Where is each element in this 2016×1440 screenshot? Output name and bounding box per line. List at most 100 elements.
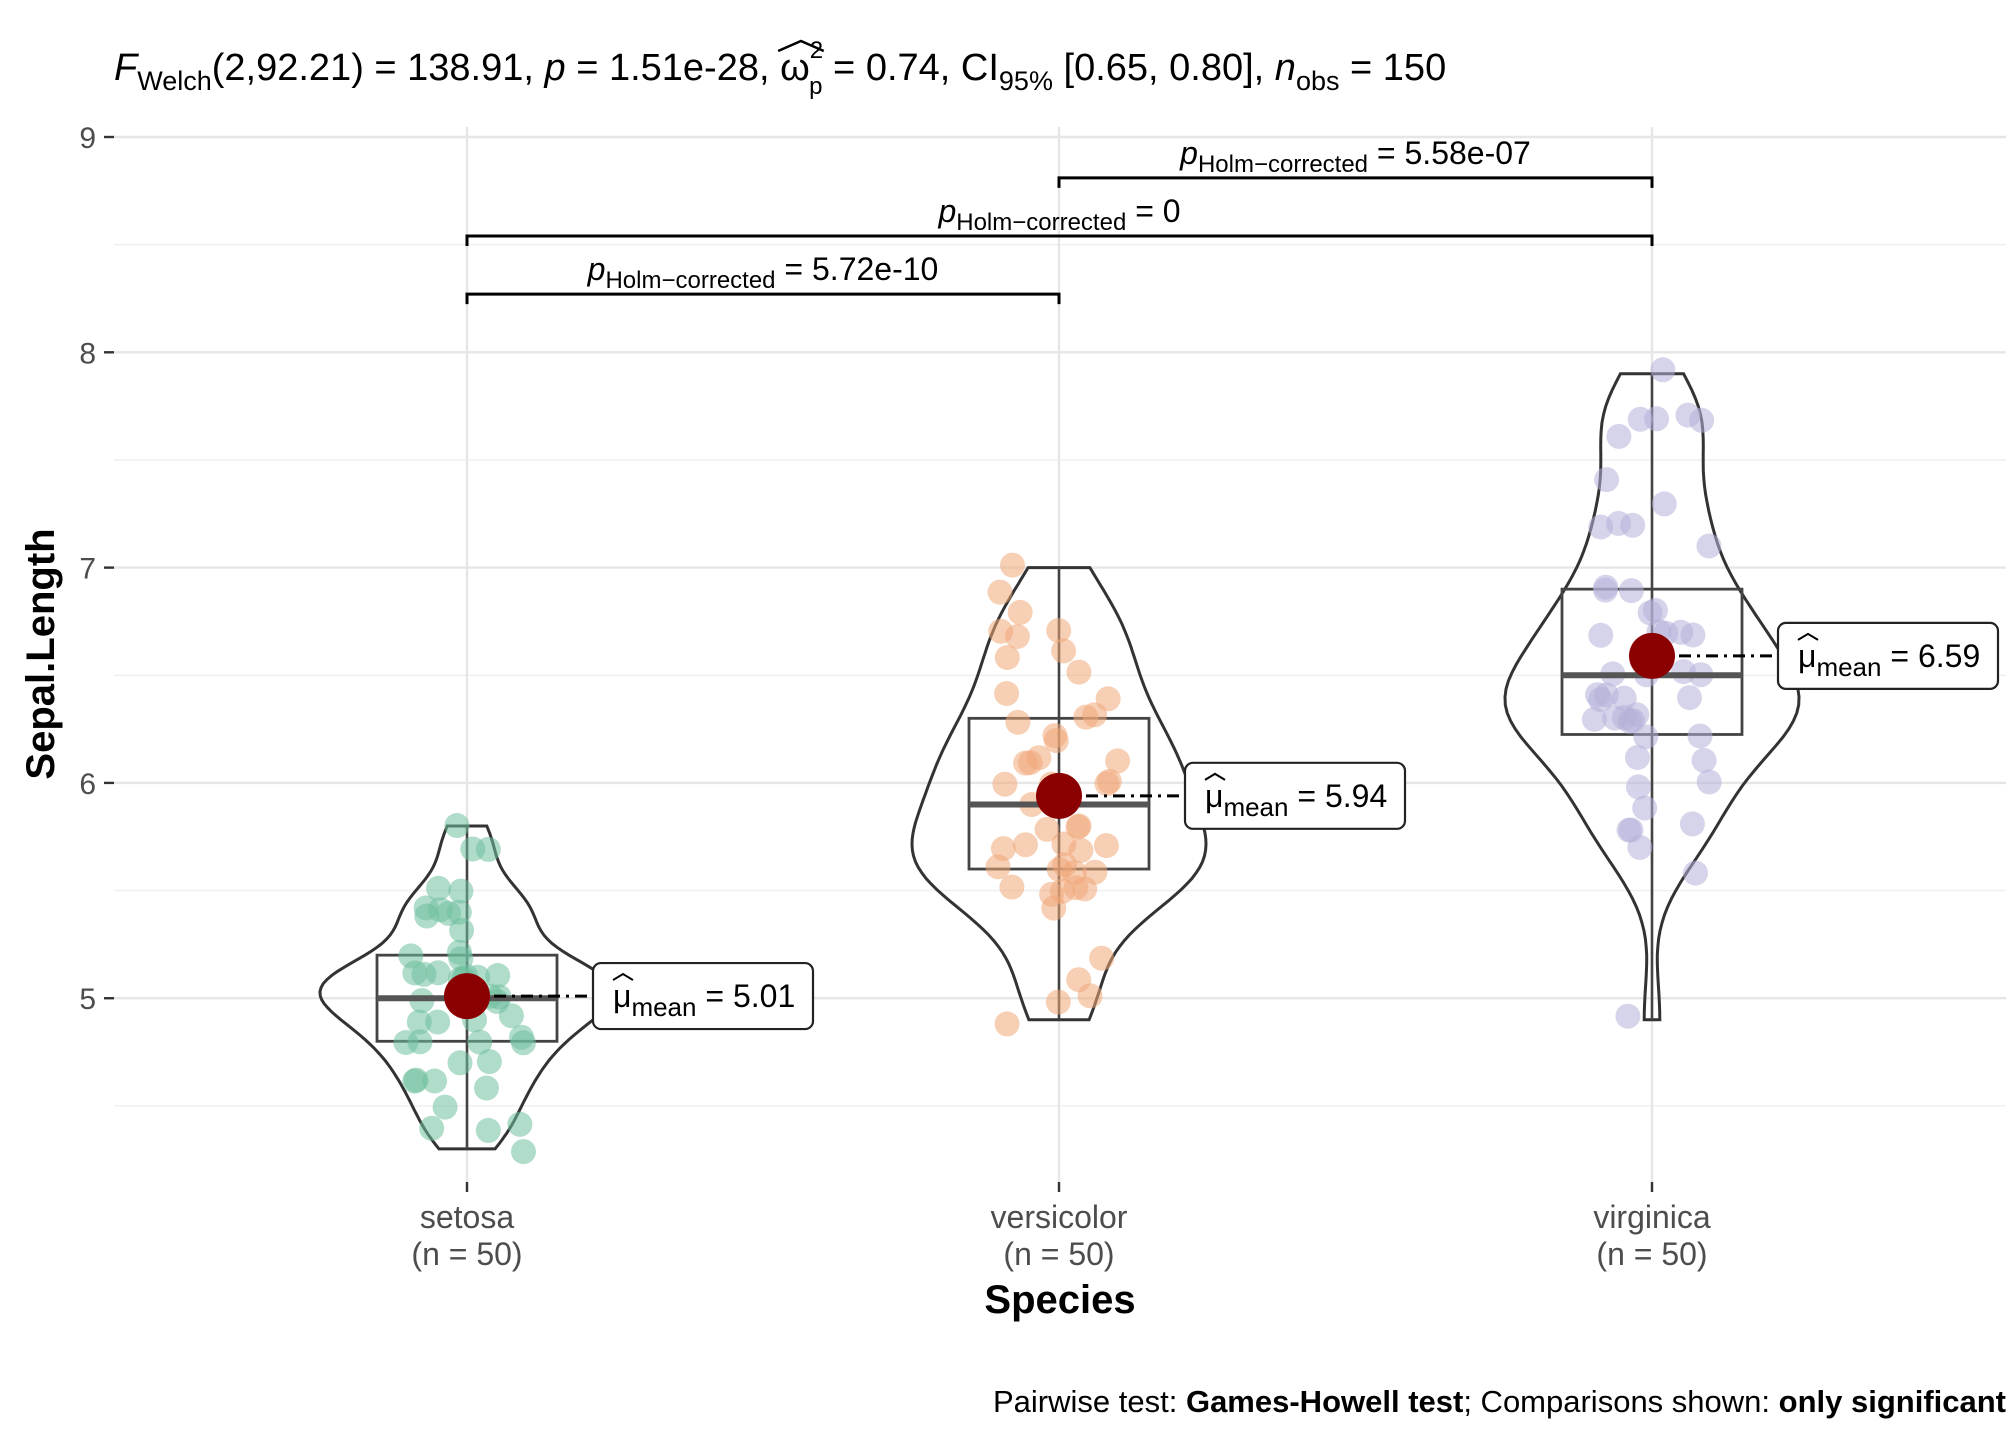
- data-point: [987, 579, 1013, 605]
- data-point: [999, 874, 1025, 900]
- data-point: [485, 963, 511, 988]
- x-tick-label: setosa: [420, 1199, 514, 1235]
- comparison-p-sub: Holm−corrected: [1198, 151, 1368, 178]
- data-point: [990, 836, 1016, 862]
- comparisons: pHolm−corrected = 5.72e-10pHolm−correcte…: [465, 135, 1654, 305]
- data-point: [1606, 423, 1632, 449]
- violin: [1503, 372, 1801, 1022]
- data-point: [446, 939, 472, 965]
- comparison-label: pHolm−corrected = 5.72e-10: [587, 251, 939, 294]
- y-tick-label: 8: [79, 337, 96, 370]
- points: [1581, 357, 1722, 1029]
- caption-part-1: Pairwise test:: [993, 1384, 1186, 1419]
- caption-part-4: only significant: [1779, 1384, 2006, 1419]
- comparison-p-symbol: p: [1179, 135, 1198, 171]
- data-point: [393, 1030, 419, 1055]
- mean-point: [1036, 772, 1082, 819]
- mean-label: μmean = 5.94: [1205, 778, 1387, 822]
- data-point: [1046, 618, 1072, 643]
- data-point: [1065, 814, 1091, 840]
- data-point: [1633, 724, 1659, 750]
- data-point: [413, 895, 439, 921]
- data-point: [1687, 723, 1713, 749]
- subtitle-eq-3: =: [823, 47, 866, 89]
- subtitle-ci-symbol: CI: [961, 47, 999, 89]
- x-tick-n-label: (n = 50): [1003, 1236, 1114, 1272]
- mean-label-box: [591, 961, 815, 1031]
- subtitle-n-sub: obs: [1296, 66, 1340, 96]
- data-point: [1034, 816, 1060, 842]
- data-point: [1045, 989, 1071, 1015]
- data-point: [422, 1068, 448, 1094]
- data-point: [1066, 967, 1092, 993]
- data-point: [1618, 578, 1644, 604]
- subtitle-eq-1: =: [364, 47, 407, 89]
- data-point: [1005, 709, 1031, 735]
- caption-part-3: ; Comparisons shown:: [1463, 1384, 1778, 1419]
- data-point: [419, 1115, 445, 1141]
- data-point: [994, 1011, 1020, 1037]
- comparison-label: pHolm−corrected = 5.58e-07: [1179, 135, 1531, 178]
- mean-symbol: μ: [1205, 778, 1223, 814]
- data-point: [1683, 860, 1708, 886]
- x-axis-title: Species: [984, 1278, 1135, 1322]
- y-tick-label: 6: [79, 768, 96, 801]
- mean-value: 5.94: [1325, 778, 1387, 814]
- mean-value: 6.59: [1918, 638, 1980, 674]
- data-point: [1679, 811, 1705, 837]
- data-point: [1624, 702, 1650, 728]
- bracket-line: [1057, 176, 1654, 188]
- data-point: [447, 1050, 473, 1076]
- comparison-p-symbol: p: [937, 193, 956, 229]
- data-point: [1671, 659, 1696, 685]
- data-point: [1082, 859, 1108, 885]
- data-point: [1017, 750, 1043, 776]
- mean-hat: [1204, 772, 1226, 781]
- data-point: [1068, 837, 1094, 863]
- data-point: [446, 899, 472, 925]
- data-point: [1042, 723, 1068, 749]
- x-tick-label: versicolor: [991, 1199, 1128, 1235]
- mean-label-box: [1183, 761, 1407, 830]
- data-point: [1696, 533, 1722, 559]
- data-point: [1592, 577, 1618, 603]
- bracket-line: [465, 234, 1654, 247]
- y-tick-label: 5: [79, 983, 96, 1016]
- subtitle-n-value: 150: [1383, 47, 1446, 89]
- data-point: [1013, 832, 1038, 858]
- data-point: [1691, 747, 1717, 773]
- data-point: [476, 1049, 502, 1075]
- data-point: [1650, 357, 1676, 383]
- data-point: [1063, 875, 1089, 901]
- data-point: [432, 1094, 458, 1120]
- data-point: [1089, 945, 1115, 971]
- data-point: [1105, 748, 1131, 774]
- data-point: [1651, 491, 1677, 517]
- data-point: [1094, 771, 1120, 797]
- data-point: [406, 1009, 432, 1035]
- data-point: [992, 771, 1018, 797]
- subtitle-stat-value: 138.91: [407, 47, 523, 89]
- data-point: [403, 1067, 429, 1093]
- y-tick-label: 7: [79, 553, 96, 586]
- subtitle-sep-4: ,: [1254, 47, 1275, 89]
- x-axis: setosa(n = 50)versicolor(n = 50)virginic…: [411, 1182, 1711, 1272]
- group-setosa: μmean = 5.01: [318, 813, 815, 1165]
- mean-value: 5.01: [733, 978, 795, 1014]
- subtitle-sep-2: ,: [759, 47, 780, 89]
- subtitle-ci-value: [0.65, 0.80]: [1064, 47, 1254, 89]
- data-point: [426, 875, 451, 901]
- data-point: [1581, 706, 1607, 732]
- data-point: [1588, 622, 1614, 648]
- data-point: [1696, 769, 1722, 795]
- subtitle-eq-4: =: [1339, 47, 1382, 89]
- mean-hat: [612, 972, 634, 981]
- chart-subtitle: FWelch(2,92.21) = 138.91, p = 1.51e-28, …: [114, 37, 1446, 100]
- comparison-p-value: = 0: [1126, 193, 1180, 229]
- x-tick-n-label: (n = 50): [411, 1236, 522, 1272]
- subtitle-effect-hat: [777, 39, 825, 53]
- mean-label: μmean = 5.01: [613, 978, 795, 1022]
- mean-sub: mean: [1223, 792, 1288, 822]
- data-point: [1039, 881, 1065, 907]
- bracket-line: [465, 292, 1061, 305]
